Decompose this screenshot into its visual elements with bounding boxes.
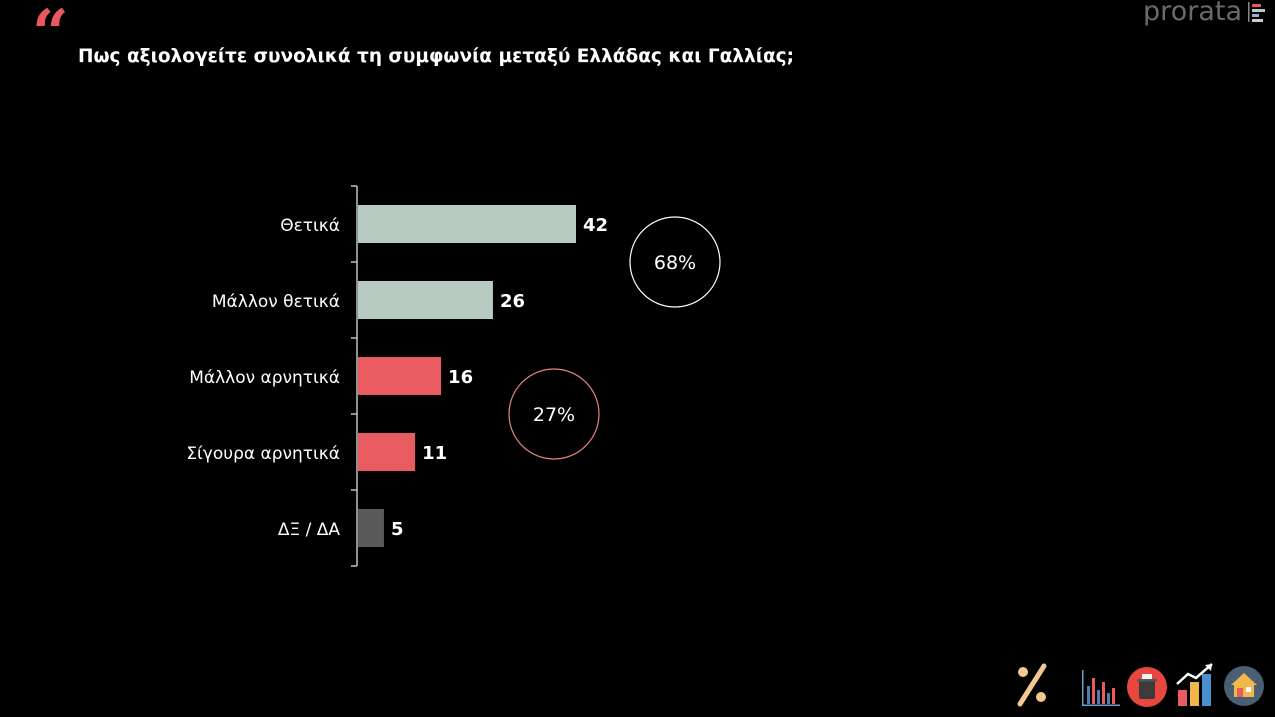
category-label: Μάλλον αρνητικά xyxy=(189,368,340,388)
bar-chart-icon xyxy=(1082,670,1120,706)
brand-mark-icon xyxy=(1248,1,1265,22)
bar-negative xyxy=(358,433,416,471)
percent-icon xyxy=(1017,663,1047,707)
value-label: 42 xyxy=(583,215,608,236)
bar-neutral xyxy=(358,509,384,547)
growth-chart-icon xyxy=(1176,663,1213,706)
category-label: Σίγουρα αρνητικά xyxy=(186,444,340,464)
survey-question-title: Πως αξιολογείτε συνολικά τη συμφωνία μετ… xyxy=(78,46,795,67)
brand-name: prorata xyxy=(1143,0,1242,27)
bar-negative xyxy=(358,357,442,395)
value-label: 26 xyxy=(500,291,525,312)
value-label: 5 xyxy=(391,519,404,540)
value-label: 11 xyxy=(422,443,447,464)
brand-logo: prorata xyxy=(1143,0,1267,27)
value-label: 16 xyxy=(448,367,473,388)
quote-mark: “ xyxy=(32,0,69,71)
total-circle-negative xyxy=(508,368,600,460)
house-icon xyxy=(1224,666,1264,706)
bar-positive xyxy=(358,281,493,319)
bar-positive xyxy=(358,205,576,243)
category-label: ΔΞ / ΔΑ xyxy=(278,520,341,540)
ballot-box-icon xyxy=(1127,667,1167,707)
category-label: Θετικά xyxy=(280,216,340,236)
total-label-positive: 68% xyxy=(654,252,696,274)
footer-icon-strip xyxy=(1010,658,1270,712)
total-circle-positive xyxy=(629,216,721,308)
total-label-negative: 27% xyxy=(533,404,575,426)
category-label: Μάλλον θετικά xyxy=(212,292,340,312)
